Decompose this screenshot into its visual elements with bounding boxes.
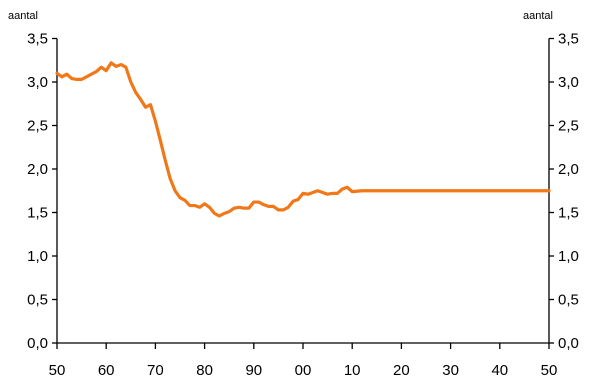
- y-tick-label-right: 3,5: [558, 31, 579, 48]
- x-tick-label: 50: [49, 362, 66, 379]
- series-layer: [55, 61, 551, 218]
- x-tick-label: 90: [245, 362, 262, 379]
- x-tick-label: 70: [147, 362, 164, 379]
- y-tick-label-right: 0,5: [558, 292, 579, 309]
- y-tick-label-left: 3,0: [27, 74, 48, 91]
- x-tick-label: 10: [344, 362, 361, 379]
- y-tick-label-right: 3,0: [558, 74, 579, 91]
- x-tick-label: 60: [98, 362, 115, 379]
- y-tick-label-left: 2,5: [27, 118, 48, 135]
- x-tick-label: 20: [393, 362, 410, 379]
- x-tick-label: 50: [541, 362, 558, 379]
- series-line: [55, 61, 551, 218]
- y-tick-label-left: 2,0: [27, 161, 48, 178]
- y-tick-label-left: 0,0: [27, 335, 48, 352]
- y-tick-label-right: 2,5: [558, 118, 579, 135]
- x-tick-label: 80: [196, 362, 213, 379]
- y-tick-label-left: 3,5: [27, 31, 48, 48]
- y-tick-label-right: 1,0: [558, 248, 579, 265]
- y-tick-label-right: 0,0: [558, 335, 579, 352]
- y-axis-right-unit-label: aantal: [523, 10, 553, 22]
- tick-layer: 0,0 0,0 0,5 0,5 1,0 1,0 1,5 1,5 2,0 2,0 2,5 2,5 3,0 3…: [27, 31, 579, 380]
- y-tick-label-right: 1,5: [558, 205, 579, 222]
- y-tick-label-left: 1,0: [27, 248, 48, 265]
- y-tick-label-right: 2,0: [558, 161, 579, 178]
- y-axis-left-unit-label: aantal: [8, 10, 38, 22]
- y-tick-label-left: 1,5: [27, 205, 48, 222]
- y-tick-label-left: 0,5: [27, 292, 48, 309]
- x-tick-label: 40: [491, 362, 508, 379]
- x-tick-label: 30: [442, 362, 459, 379]
- x-tick-label: 00: [295, 362, 312, 379]
